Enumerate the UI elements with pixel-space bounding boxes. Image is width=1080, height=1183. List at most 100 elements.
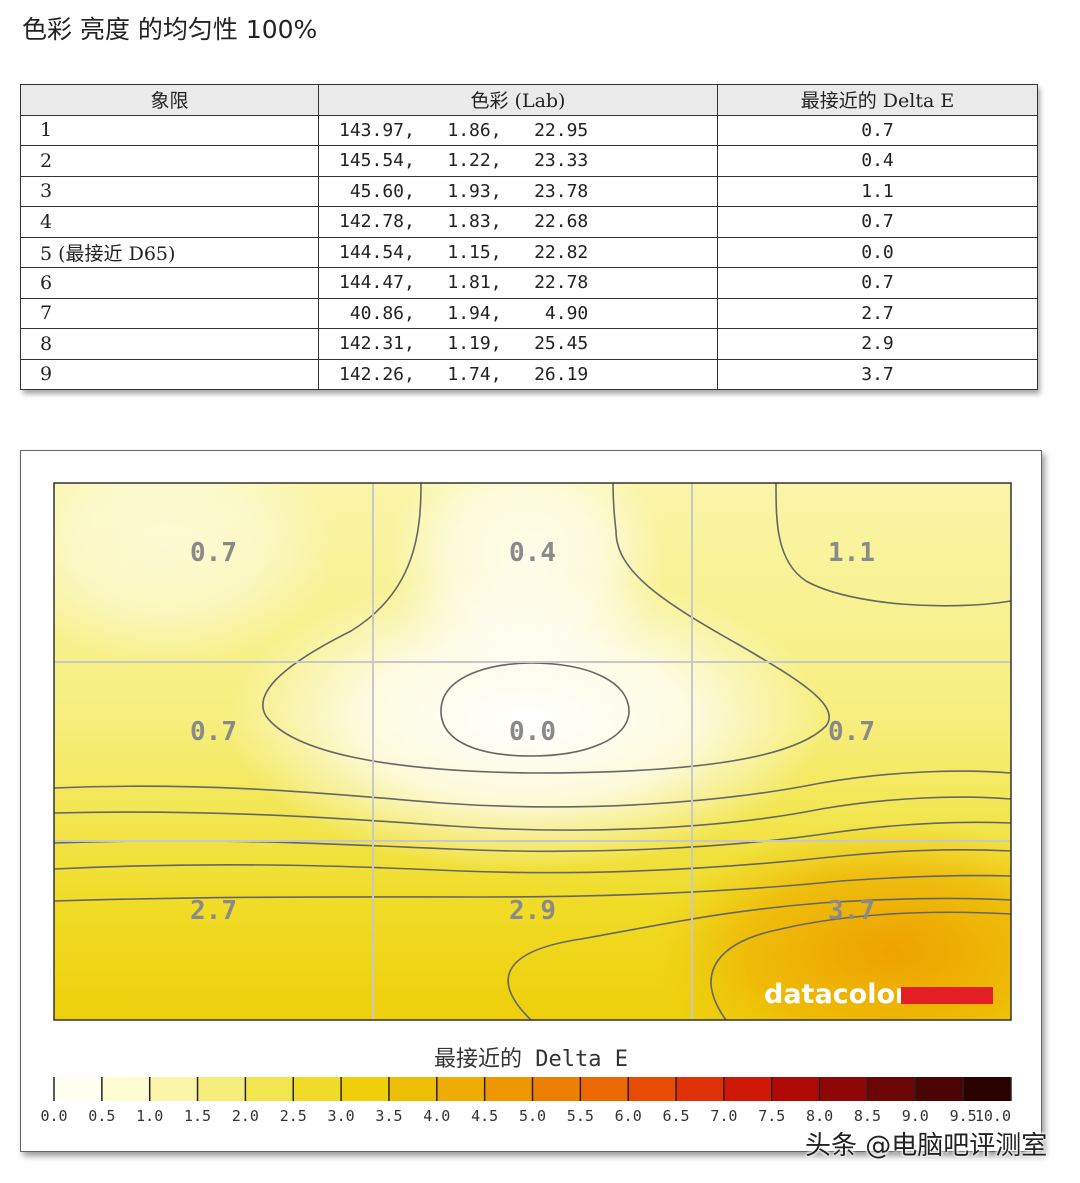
table-row: 7 40.86, 1.94, 4.90 2.7	[20, 297, 1038, 329]
column-header-quadrant: 象限	[20, 84, 319, 116]
scale-swatch	[436, 1077, 486, 1101]
scale-tick-label: 3.0	[328, 1107, 355, 1125]
lab-cell: 145.54, 1.22, 23.33	[318, 145, 718, 177]
contour-line	[54, 796, 1011, 831]
scale-tick-label: 0.5	[88, 1107, 115, 1125]
scale-tick-label: 0.0	[40, 1107, 67, 1125]
delta-e-cell: 3.7	[717, 358, 1038, 390]
cell-value-label: 0.7	[828, 717, 875, 747]
column-header-lab: 色彩 (Lab)	[318, 84, 718, 116]
quadrant-cell: 9	[20, 358, 319, 390]
scale-swatch	[245, 1077, 294, 1101]
contour-line	[440, 662, 630, 757]
quadrant-cell: 4	[20, 206, 319, 238]
contour-line	[775, 483, 1011, 607]
uniformity-chart-frame: 0.7 0.4 1.1 0.7 0.0 0.7 2.7 2.9 3.7 datacolor 最接…	[20, 450, 1042, 1152]
table-header-row: 象限 色彩 (Lab) 最接近的 Delta E	[20, 84, 1038, 116]
contour-lines	[54, 483, 1011, 1020]
table-row: 3 45.60, 1.93, 23.78 1.1	[20, 175, 1038, 207]
uniformity-heatmap: 0.7 0.4 1.1 0.7 0.0 0.7 2.7 2.9 3.7 datacolor 最接…	[40, 482, 1012, 1125]
scale-swatch	[867, 1077, 916, 1101]
datacolor-logo: datacolor	[764, 979, 993, 1010]
scale-swatch	[54, 1077, 103, 1101]
scale-tick-label: 2.0	[232, 1107, 259, 1125]
quadrant-cell: 2	[20, 145, 319, 177]
contour-line	[507, 897, 1011, 1020]
scale-tick-label: 10.0	[975, 1107, 1011, 1125]
scale-tick-label: 8.5	[854, 1107, 881, 1125]
table-row: 8 142.31, 1.19, 25.45 2.9	[20, 328, 1038, 360]
scale-tick-label: 2.5	[280, 1107, 307, 1125]
scale-tick-label: 9.0	[902, 1107, 929, 1125]
page-title: 色彩 亮度 的均匀性 100%	[22, 15, 318, 44]
scale-swatch	[293, 1077, 342, 1101]
scale-tick-label: 1.5	[184, 1107, 211, 1125]
delta-e-cell: 0.7	[717, 114, 1038, 146]
scale-tick-label: 6.5	[663, 1107, 690, 1125]
delta-e-cell: 2.7	[717, 297, 1038, 329]
quadrant-cell: 1	[20, 114, 319, 146]
scale-tick-label: 5.5	[567, 1107, 594, 1125]
scale-swatch	[819, 1077, 868, 1101]
logo-text: datacolor	[764, 979, 909, 1010]
contour-line	[710, 911, 1011, 1020]
quadrant-cell: 6	[20, 267, 319, 299]
scale-swatch	[101, 1077, 151, 1101]
contour-line	[262, 483, 830, 774]
lab-cell: 142.26, 1.74, 26.19	[318, 358, 718, 390]
table-row: 9 142.26, 1.74, 26.19 3.7	[20, 358, 1038, 390]
lab-cell: 144.47, 1.81, 22.78	[318, 267, 718, 299]
scale-tick-label: 4.0	[423, 1107, 450, 1125]
cell-value-label: 0.7	[190, 717, 237, 747]
heat-blob-center	[226, 571, 826, 871]
contour-line	[54, 874, 1011, 902]
lab-cell: 144.54, 1.15, 22.82	[318, 236, 718, 268]
legend-title: 最接近的 Delta E	[434, 1047, 628, 1072]
scale-swatch	[771, 1077, 821, 1101]
scale-tick-label: 4.5	[471, 1107, 498, 1125]
delta-e-cell: 0.4	[717, 145, 1038, 177]
lab-cell: 40.86, 1.94, 4.90	[318, 297, 718, 329]
scale-tick-label: 3.5	[375, 1107, 402, 1125]
delta-e-cell: 0.7	[717, 267, 1038, 299]
scale-tick-label: 6.0	[615, 1107, 642, 1125]
lab-cell: 143.97, 1.86, 22.95	[318, 114, 718, 146]
scale-swatch	[532, 1077, 581, 1101]
heat-blob-top	[386, 483, 666, 691]
quadrant-cell: 3	[20, 175, 319, 207]
color-scale-legend: 0.0 0.5 1.0 1.5 2.0 2.5 3.0 3.5 4.0 4.5 5.0 5.5 6.0 6…	[40, 1077, 1012, 1125]
grid-lines	[54, 483, 1011, 1020]
scale-swatch	[963, 1077, 1012, 1101]
cell-value-label: 0.4	[509, 538, 556, 568]
table-row: 1 143.97, 1.86, 22.95 0.7	[20, 114, 1038, 146]
cell-value-label: 1.1	[828, 538, 875, 568]
table-row: 6 144.47, 1.81, 22.78 0.7	[20, 267, 1038, 299]
lab-cell: 142.78, 1.83, 22.68	[318, 206, 718, 238]
scale-tick-label: 5.0	[519, 1107, 546, 1125]
logo-red-bar	[901, 987, 993, 1004]
cell-value-label: 3.7	[828, 896, 875, 926]
watermark: 头条 @电脑吧评测室	[805, 1131, 1048, 1161]
table-row: 2 145.54, 1.22, 23.33 0.4	[20, 145, 1038, 177]
lab-cell: 45.60, 1.93, 23.78	[318, 175, 718, 207]
scale-tick-label: 9.5	[950, 1107, 977, 1125]
table-row: 5 (最接近 D65) 144.54, 1.15, 22.82 0.0	[20, 236, 1038, 268]
table-row: 4 142.78, 1.83, 22.68 0.7	[20, 206, 1038, 238]
scale-swatch	[341, 1077, 390, 1101]
heatmap-plot: 0.7 0.4 1.1 0.7 0.0 0.7 2.7 2.9 3.7 datacolor	[54, 483, 1011, 1020]
quadrant-cell: 7	[20, 297, 319, 329]
scale-swatch	[149, 1077, 199, 1101]
scale-tick-label: 7.5	[758, 1107, 785, 1125]
quadrant-cell: 5 (最接近 D65)	[20, 236, 319, 268]
scale-swatch	[580, 1077, 629, 1101]
quadrant-cell: 8	[20, 328, 319, 360]
heat-blob-warm	[651, 821, 1011, 1020]
delta-e-cell: 2.9	[717, 328, 1038, 360]
delta-e-cell: 0.7	[717, 206, 1038, 238]
heatmap-border	[53, 482, 1012, 1021]
contour-line	[54, 849, 1011, 874]
scale-swatch	[484, 1077, 533, 1101]
scale-swatch	[915, 1077, 964, 1101]
delta-e-cell: 0.0	[717, 236, 1038, 268]
scale-tick-label: 1.0	[136, 1107, 163, 1125]
